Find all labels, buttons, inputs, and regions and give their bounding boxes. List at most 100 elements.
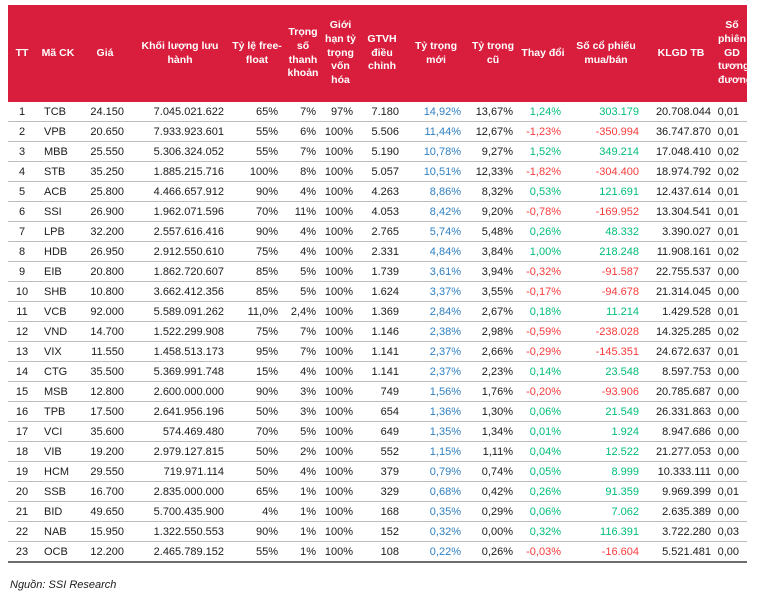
cell-klgd-tb: 20.708.044 [645,102,717,122]
cell-ty-trong-moi: 2,37% [405,361,467,382]
cell-khoi-luong-luu-hanh: 719.971.114 [130,461,230,482]
cell-khoi-luong-luu-hanh: 1.322.550.553 [130,521,230,542]
cell-khoi-luong-luu-hanh: 7.933.923.601 [130,121,230,142]
table-row: 9 EIB 20.800 1.862.720.607 85% 5% 100% 1.739 3,6… [8,261,747,282]
cell-gtvh-dieu-chinh: 329 [359,481,405,502]
column-header-so-co-phieu-mua-ban: Số cổ phiếu mua/bán [567,5,645,102]
cell-klgd-tb: 24.672.637 [645,341,717,362]
cell-so-co-phieu-mua-ban: -304.400 [567,161,645,182]
cell-gioi-han-ty-trong-von-hoa: 100% [322,481,359,502]
cell-tt: 2 [8,121,36,142]
cell-klgd-tb: 26.331.863 [645,401,717,422]
cell-so-phien-gd-tuong-duong: 0,00 [717,381,747,402]
table-row: 4 STB 35.250 1.885.215.716 100% 8% 100% 5.057 10… [8,161,747,182]
column-header-ty-le-free-float: Tỷ lệ free-float [230,5,284,102]
table-row: 6 SSI 26.900 1.962.071.596 70% 11% 100% 4.053 8,… [8,201,747,222]
cell-gtvh-dieu-chinh: 1.141 [359,361,405,382]
cell-ma-ck: VND [36,321,80,342]
cell-gia: 26.950 [80,241,130,262]
cell-gioi-han-ty-trong-von-hoa: 100% [322,121,359,142]
cell-gioi-han-ty-trong-von-hoa: 100% [322,361,359,382]
cell-so-co-phieu-mua-ban: 91.359 [567,481,645,502]
cell-so-co-phieu-mua-ban: 12.522 [567,441,645,462]
cell-tt: 13 [8,341,36,362]
cell-trong-so-thanh-khoan: 5% [284,281,322,302]
cell-so-co-phieu-mua-ban: 11.214 [567,301,645,322]
cell-ty-trong-cu: 2,67% [467,301,519,322]
cell-so-phien-gd-tuong-duong: 0,03 [717,521,747,542]
table-row: 15 MSB 12.800 2.600.000.000 90% 3% 100% 749 1,56… [8,381,747,402]
cell-klgd-tb: 5.521.481 [645,541,717,563]
column-header-gioi-han-ty-trong-von-hoa: Giới hạn tỷ trọng vốn hóa [322,5,359,102]
cell-khoi-luong-luu-hanh: 3.662.412.356 [130,281,230,302]
cell-ty-le-free-float: 55% [230,121,284,142]
cell-ma-ck: VCI [36,421,80,442]
column-header-khoi-luong-luu-hanh: Khối lượng lưu hành [130,5,230,102]
cell-gtvh-dieu-chinh: 654 [359,401,405,422]
cell-tt: 14 [8,361,36,382]
cell-gia: 25.800 [80,181,130,202]
cell-so-phien-gd-tuong-duong: 0,00 [717,261,747,282]
cell-klgd-tb: 12.437.614 [645,181,717,202]
cell-thay-doi: 1,24% [519,102,567,122]
cell-gia: 29.550 [80,461,130,482]
cell-ma-ck: HCM [36,461,80,482]
cell-thay-doi: -0,78% [519,201,567,222]
cell-khoi-luong-luu-hanh: 2.641.956.196 [130,401,230,422]
cell-gia: 92.000 [80,301,130,322]
cell-ty-le-free-float: 90% [230,181,284,202]
cell-thay-doi: -1,23% [519,121,567,142]
cell-ty-trong-moi: 0,79% [405,461,467,482]
column-header-thay-doi: Thay đổi [519,5,567,102]
table-row: 2 VPB 20.650 7.933.923.601 55% 6% 100% 5.506 11,… [8,121,747,142]
cell-ma-ck: VCB [36,301,80,322]
cell-tt: 16 [8,401,36,422]
cell-klgd-tb: 13.304.541 [645,201,717,222]
cell-gioi-han-ty-trong-von-hoa: 100% [322,301,359,322]
cell-ty-le-free-float: 90% [230,521,284,542]
cell-ty-trong-cu: 0,29% [467,501,519,522]
cell-gioi-han-ty-trong-von-hoa: 100% [322,461,359,482]
table-row: 3 MBB 25.550 5.306.324.052 55% 7% 100% 5.190 10,… [8,141,747,162]
cell-gia: 10.800 [80,281,130,302]
column-header-ma-ck: Mã CK [36,5,80,102]
cell-trong-so-thanh-khoan: 3% [284,401,322,422]
cell-khoi-luong-luu-hanh: 2.979.127.815 [130,441,230,462]
cell-khoi-luong-luu-hanh: 1.522.299.908 [130,321,230,342]
cell-gia: 20.650 [80,121,130,142]
cell-tt: 5 [8,181,36,202]
cell-thay-doi: -0,03% [519,541,567,563]
cell-ty-trong-moi: 3,37% [405,281,467,302]
cell-trong-so-thanh-khoan: 1% [284,541,322,563]
cell-ty-trong-moi: 4,84% [405,241,467,262]
column-header-ty-trong-cu: Tỷ trọng cũ [467,5,519,102]
cell-thay-doi: -0,59% [519,321,567,342]
cell-gia: 24.150 [80,102,130,122]
cell-so-co-phieu-mua-ban: 218.248 [567,241,645,262]
cell-ty-trong-moi: 0,32% [405,521,467,542]
cell-ty-trong-moi: 1,36% [405,401,467,422]
table-body: 1 TCB 24.150 7.045.021.622 65% 7% 97% 7.180 14,9… [8,102,747,563]
cell-gtvh-dieu-chinh: 749 [359,381,405,402]
cell-so-phien-gd-tuong-duong: 0,00 [717,461,747,482]
cell-ty-trong-moi: 0,35% [405,501,467,522]
cell-tt: 23 [8,541,36,563]
cell-ty-trong-cu: 2,66% [467,341,519,362]
column-header-trong-so-thanh-khoan: Trọng số thanh khoản [284,5,322,102]
cell-gia: 19.200 [80,441,130,462]
cell-tt: 9 [8,261,36,282]
cell-thay-doi: -0,17% [519,281,567,302]
cell-so-phien-gd-tuong-duong: 0,00 [717,541,747,563]
cell-gia: 20.800 [80,261,130,282]
cell-gtvh-dieu-chinh: 4.053 [359,201,405,222]
cell-so-phien-gd-tuong-duong: 0,01 [717,181,747,202]
cell-ma-ck: SSB [36,481,80,502]
cell-gia: 25.550 [80,141,130,162]
cell-trong-so-thanh-khoan: 4% [284,241,322,262]
table-row: 13 VIX 11.550 1.458.513.173 95% 7% 100% 1.141 2,… [8,341,747,362]
table-row: 5 ACB 25.800 4.466.657.912 90% 4% 100% 4.263 8,8… [8,181,747,202]
cell-tt: 10 [8,281,36,302]
cell-so-phien-gd-tuong-duong: 0,01 [717,341,747,362]
cell-so-co-phieu-mua-ban: -94.678 [567,281,645,302]
cell-so-phien-gd-tuong-duong: 0,01 [717,201,747,222]
